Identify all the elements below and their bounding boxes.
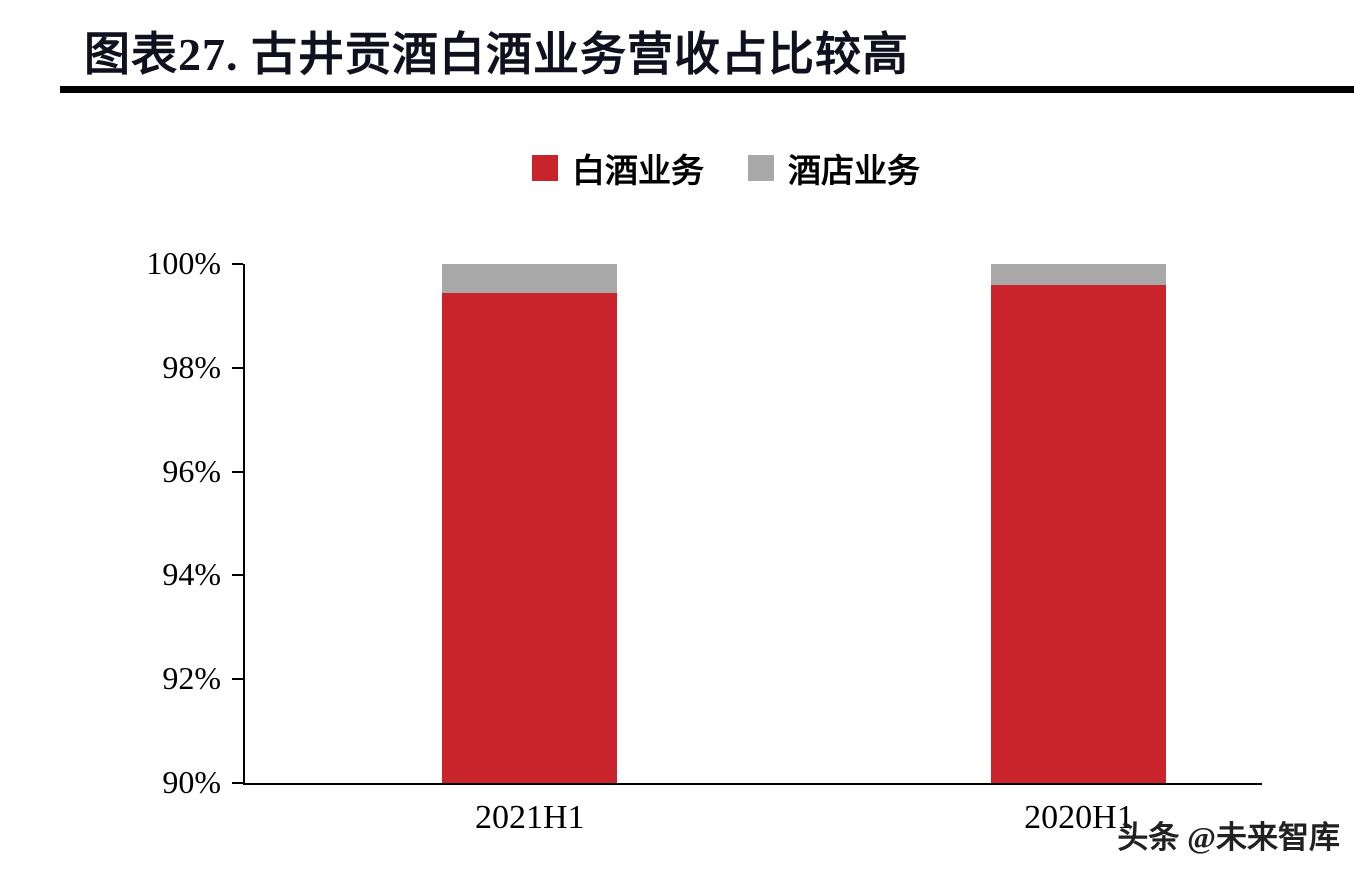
bar-segment — [442, 264, 618, 293]
y-axis-label: 92% — [162, 659, 221, 696]
y-axis-tick — [232, 470, 243, 473]
bar-segment — [442, 292, 618, 783]
y-axis-tick — [232, 574, 243, 577]
toutiao-watermark: 头条 @未来智库 — [1117, 812, 1340, 857]
y-axis-label: 90% — [162, 763, 221, 800]
y-axis-label: 98% — [162, 348, 221, 385]
y-axis-tick — [232, 782, 243, 784]
y-axis-label: 96% — [162, 452, 221, 489]
legend-label: 白酒业务 — [572, 154, 704, 190]
legend-item: 酒店业务 — [748, 144, 920, 192]
legend-swatch-icon — [532, 155, 558, 181]
y-axis-label: 94% — [162, 556, 221, 593]
legend-label: 酒店业务 — [788, 154, 920, 190]
x-axis-label: 2020H1 — [1024, 799, 1134, 836]
chart-title: 图表27. 古井贡酒白酒业务营收占比较高 — [84, 29, 909, 80]
bar-segment — [991, 284, 1167, 783]
bar-segment — [991, 264, 1167, 285]
y-axis-tick — [232, 263, 243, 265]
legend-item: 白酒业务 — [532, 144, 704, 192]
legend-swatch-icon — [748, 155, 774, 181]
plot-area: 90% 92% 94% 96% 98% 100% 2021H1 2020H1 — [146, 245, 1262, 836]
title-divider — [60, 86, 1354, 93]
x-axis-label: 2021H1 — [474, 799, 585, 836]
chart-legend: 白酒业务 酒店业务 — [532, 144, 920, 192]
y-axis-label: 100% — [146, 244, 221, 281]
watermark-text: 头条 @未来智库 — [1117, 820, 1340, 855]
y-axis-tick — [232, 366, 243, 369]
y-axis-tick — [232, 678, 243, 681]
